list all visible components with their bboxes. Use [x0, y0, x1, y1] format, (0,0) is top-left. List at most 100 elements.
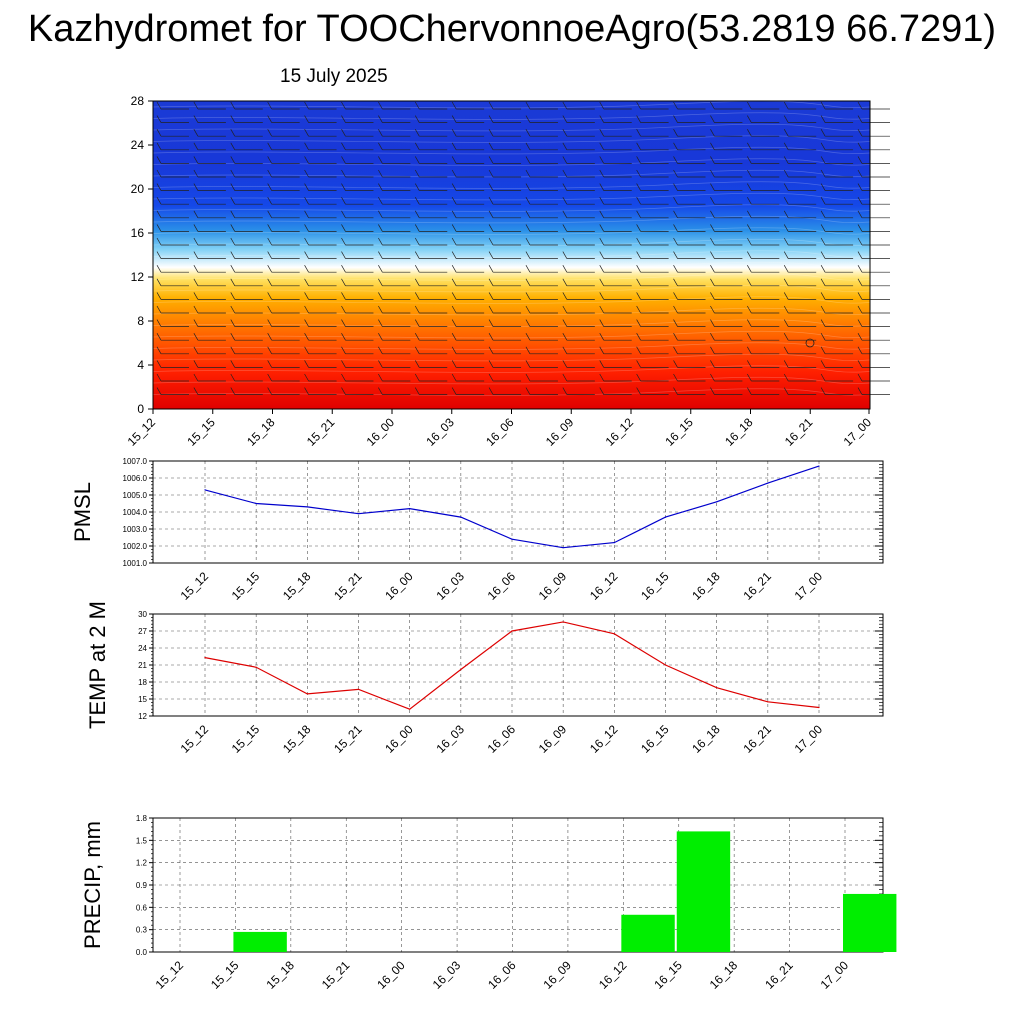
- x-tick-label: 17_00: [792, 569, 826, 603]
- wind-barb: [304, 115, 337, 123]
- wind-barb: [304, 319, 337, 327]
- wind-barb: [562, 278, 595, 287]
- wind-barb: [783, 319, 817, 327]
- wind-barb: [562, 115, 595, 123]
- x-tick-label: 15_18: [280, 569, 314, 603]
- wind-barb: [599, 333, 632, 341]
- wind-barb: [267, 319, 300, 327]
- wind-barb: [304, 265, 337, 273]
- wind-barb: [857, 101, 890, 110]
- wind-barb: [267, 237, 300, 246]
- x-tick-label: 16_06: [483, 415, 517, 449]
- wind-barb: [820, 142, 854, 151]
- wind-barb: [710, 142, 743, 151]
- wind-barb: [341, 101, 374, 110]
- x-tick-label: 15_21: [319, 958, 353, 992]
- wind-barb: [857, 156, 890, 164]
- page-title: Kazhydromet for TOOChervonnoeAgro(53.281…: [27, 8, 997, 50]
- wind-barb: [820, 265, 854, 273]
- wind-barb: [341, 224, 374, 232]
- wind-barb: [673, 224, 706, 232]
- wind-barb: [820, 237, 854, 246]
- wind-barb: [304, 292, 337, 300]
- wind-barb: [341, 129, 374, 137]
- wind-barb: [378, 237, 411, 246]
- wind-barb: [783, 305, 817, 314]
- wind-barb: [230, 129, 263, 137]
- temp-point: [306, 693, 308, 695]
- wind-barb: [783, 237, 817, 246]
- contour-line: [152, 284, 871, 293]
- wind-barb: [710, 265, 743, 273]
- wind-barb: [599, 129, 632, 137]
- wind-barb: [636, 210, 669, 219]
- wind-barb: [378, 224, 411, 232]
- panel-frame: [152, 817, 884, 953]
- wind-barb: [525, 265, 558, 273]
- wind-barb: [857, 142, 890, 151]
- pmsl-point: [818, 465, 820, 467]
- x-tick-label: 16_09: [541, 958, 575, 992]
- wind-barb: [857, 237, 890, 246]
- wind-barb: [747, 115, 780, 123]
- wind-barb: [414, 101, 448, 110]
- pmsl-point: [767, 482, 769, 484]
- wind-barb: [193, 305, 226, 314]
- wind-barb: [156, 237, 189, 246]
- contour-line: [152, 192, 871, 201]
- x-tick-label: 17_00: [792, 722, 826, 756]
- wind-barb: [378, 251, 411, 259]
- wind-barb: [820, 373, 854, 382]
- wind-barb: [156, 373, 189, 382]
- temp-point: [664, 664, 667, 666]
- wind-barb: [525, 278, 558, 287]
- wind-barb: [710, 387, 743, 395]
- wind-barb: [562, 129, 595, 137]
- x-tick-label: 17_00: [841, 415, 875, 449]
- wind-barb: [710, 115, 743, 123]
- wind-barb: [673, 169, 706, 178]
- wind-barb: [783, 333, 817, 341]
- y-tick-label: 0.0: [136, 948, 148, 957]
- y-tick-label: 24: [138, 644, 147, 653]
- wind-barb: [820, 387, 854, 395]
- y-axis-label: PMSL: [70, 482, 95, 542]
- x-tick-label: 16_06: [485, 569, 519, 603]
- wind-barb: [488, 197, 522, 205]
- wind-barb: [562, 346, 595, 355]
- wind-barb: [783, 169, 817, 178]
- wind-barb: [341, 169, 374, 178]
- wind-barb: [193, 169, 226, 178]
- pmsl-point: [664, 516, 667, 518]
- wind-barb: [451, 387, 485, 395]
- wind-barb: [488, 373, 522, 382]
- wind-barb: [230, 333, 263, 341]
- wind-barb: [710, 360, 743, 368]
- wind-barb: [673, 305, 706, 314]
- y-tick-label: 1006.0: [123, 474, 148, 483]
- wind-barb: [599, 292, 632, 300]
- wind-barb: [230, 292, 263, 300]
- wind-barb: [673, 156, 706, 164]
- wind-barb: [710, 210, 743, 219]
- wind-barb: [267, 265, 300, 273]
- wind-barb: [378, 333, 411, 341]
- wind-barb: [414, 346, 448, 355]
- wind-barb: [562, 183, 595, 191]
- wind-barb: [451, 101, 485, 110]
- wind-barb: [710, 278, 743, 287]
- wind-barb: [599, 346, 632, 355]
- wind-barb: [562, 142, 595, 151]
- wind-barb: [562, 169, 595, 178]
- wind-barb: [341, 292, 374, 300]
- pmsl-point: [204, 489, 206, 491]
- contour-line: [152, 342, 871, 350]
- wind-barb: [193, 346, 226, 355]
- contour-line: [152, 388, 871, 396]
- wind-barb: [488, 278, 522, 287]
- precip-bar: [233, 931, 287, 952]
- wind-barb: [525, 251, 558, 259]
- wind-barb: [562, 210, 595, 219]
- wind-barb: [820, 156, 854, 164]
- y-tick-label: 0: [137, 402, 144, 416]
